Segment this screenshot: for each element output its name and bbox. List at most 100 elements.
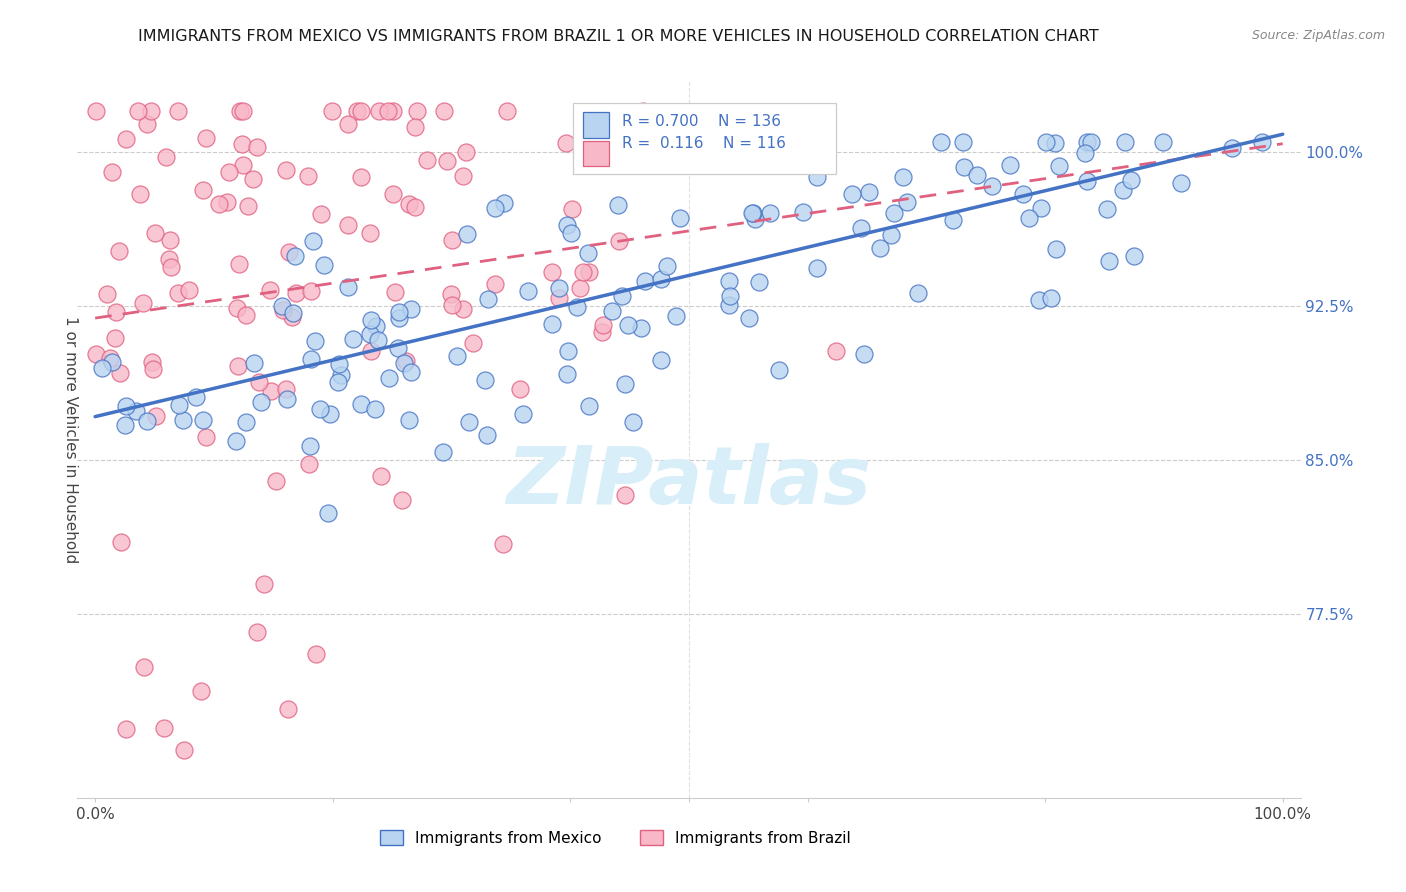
Point [440,286,463,301]
Point [232,103,254,118]
Point [1028,293,1050,307]
Point [299,285,322,299]
Point [630,320,652,334]
Point [1080,135,1102,149]
Point [1040,292,1063,306]
Point [858,185,880,199]
Point [456,227,478,242]
Point [869,241,891,255]
Point [610,289,633,303]
Point [748,275,770,289]
Point [305,647,328,661]
Point [614,488,637,502]
Point [1114,135,1136,149]
Point [458,415,481,429]
Point [366,318,388,333]
Point [475,428,498,442]
Point [129,187,152,202]
Point [153,721,176,735]
Point [246,140,269,154]
Point [655,259,678,273]
Point [738,310,761,325]
Point [891,169,914,184]
Point [125,404,148,418]
Text: ZIPatlas: ZIPatlas [506,443,872,522]
Point [406,103,429,118]
Point [228,103,250,118]
Point [1000,158,1022,172]
Point [1251,135,1274,149]
Point [492,537,515,551]
Point [433,103,456,118]
Point [114,417,136,432]
Point [451,302,474,317]
Point [259,283,281,297]
Point [326,375,349,389]
Point [883,206,905,220]
Point [101,355,124,369]
Point [710,135,733,149]
Point [110,535,132,549]
Point [1045,243,1067,257]
Point [90,361,112,376]
Point [1220,141,1243,155]
Point [1112,183,1135,197]
Point [155,150,177,164]
Point [167,398,190,412]
Point [367,333,389,347]
Point [195,429,218,443]
Point [555,136,578,151]
Point [260,384,283,398]
Point [607,234,630,248]
Point [84,103,107,118]
Point [555,367,578,381]
Point [299,351,322,366]
Point [461,335,484,350]
Point [446,349,468,363]
Point [576,246,599,260]
Point [1122,249,1144,263]
Point [1074,146,1097,161]
Point [318,506,340,520]
Point [328,357,350,371]
Point [285,286,308,301]
Point [359,226,381,240]
Point [266,474,288,488]
Point [247,375,270,389]
Point [108,367,131,381]
FancyBboxPatch shape [572,103,835,174]
Point [107,244,129,259]
Point [560,226,582,240]
Point [477,292,499,306]
Point [516,284,538,298]
Point [350,170,373,185]
Point [368,103,391,118]
Point [377,103,399,118]
Point [243,356,266,370]
Point [548,291,571,305]
Point [382,103,405,118]
Text: R = 0.700    N = 136: R = 0.700 N = 136 [621,114,780,129]
Point [101,164,124,178]
Point [966,168,988,182]
Point [495,103,517,118]
Point [115,399,138,413]
Point [143,226,166,240]
Point [398,196,420,211]
Point [1035,135,1057,149]
Point [179,283,201,297]
Point [208,197,231,211]
Point [569,281,592,295]
Point [191,184,214,198]
Point [309,401,332,416]
Point [1152,135,1174,149]
Point [336,280,359,294]
Point [370,468,392,483]
Point [299,439,322,453]
Point [792,205,814,219]
Point [1047,159,1070,173]
Point [404,120,426,135]
Point [581,156,603,170]
Point [173,743,195,757]
Point [441,234,464,248]
